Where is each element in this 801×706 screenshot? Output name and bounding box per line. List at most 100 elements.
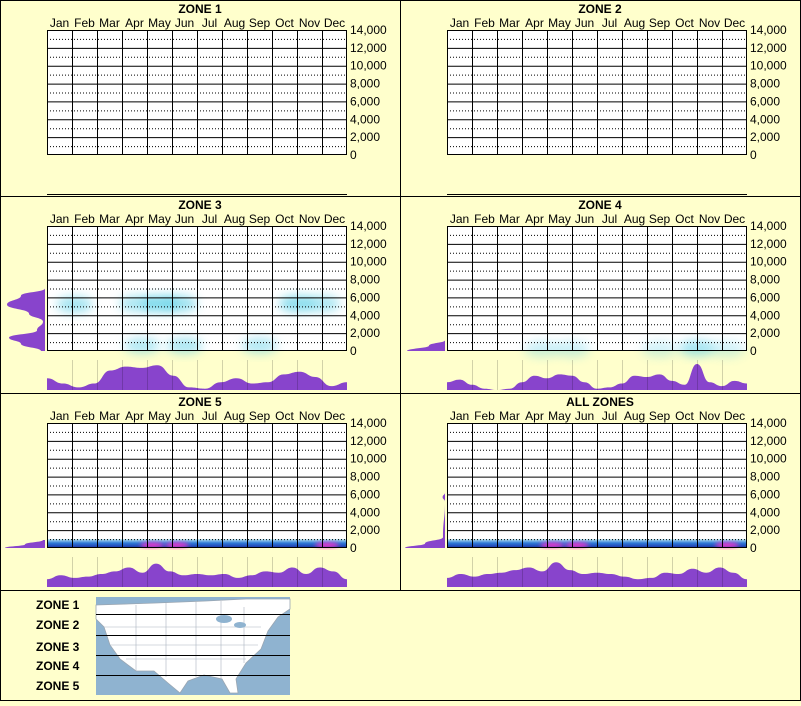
- heat-hotspot: [140, 542, 164, 548]
- y-tick-label: 14,000: [750, 23, 787, 37]
- y-tick-label: 0: [750, 148, 757, 162]
- month-tick-label: Mar: [499, 409, 520, 423]
- heat-blob: [124, 337, 160, 354]
- month-tick-label: Dec: [324, 409, 345, 423]
- legend-zone-5: ZONE 5: [36, 679, 80, 693]
- month-tick-label: Jan: [50, 212, 69, 226]
- month-tick-label: Oct: [275, 409, 294, 423]
- elevation-profile: [405, 492, 445, 548]
- panel-title: ALL ZONES: [566, 395, 634, 409]
- month-tick-label: Jul: [202, 212, 217, 226]
- y-tick-label: 6,000: [750, 94, 780, 108]
- y-tick-label: 14,000: [750, 219, 787, 233]
- month-tick-label: May: [548, 212, 571, 226]
- y-tick-label: 12,000: [350, 41, 387, 55]
- y-tick-label: 2,000: [750, 326, 780, 340]
- month-tick-label: Aug: [624, 409, 645, 423]
- y-tick-label: 12,000: [350, 237, 387, 251]
- y-tick-label: 6,000: [750, 290, 780, 304]
- y-tick-label: 2,000: [350, 523, 380, 537]
- month-tick-label: Apr: [125, 212, 144, 226]
- y-tick-label: 10,000: [350, 452, 387, 466]
- month-tick-label: Jun: [175, 409, 194, 423]
- y-tick-label: 10,000: [750, 59, 787, 73]
- month-tick-label: Sep: [649, 409, 671, 423]
- y-tick-label: 14,000: [350, 219, 387, 233]
- plot-border: [447, 30, 747, 155]
- month-tick-label: Jul: [202, 16, 217, 30]
- elevation-profile: [5, 539, 45, 548]
- month-tick-label: Feb: [474, 409, 495, 423]
- panel-4: ZONE 4 Jan Feb Mar Apr May Jun Jul Aug Sep Oct Nov D…: [407, 198, 787, 390]
- month-tick-label: Dec: [724, 212, 745, 226]
- month-tick-label: Jan: [450, 212, 469, 226]
- heat-hotspot: [165, 542, 189, 548]
- month-tick-label: Dec: [324, 212, 345, 226]
- y-tick-label: 8,000: [350, 470, 380, 484]
- month-tick-label: Feb: [474, 212, 495, 226]
- month-profile: [47, 563, 347, 587]
- y-tick-label: 6,000: [350, 290, 380, 304]
- y-tick-label: 10,000: [350, 255, 387, 269]
- month-profile: [47, 365, 347, 390]
- month-tick-label: May: [548, 409, 571, 423]
- month-tick-label: Mar: [99, 16, 120, 30]
- y-tick-label: 2,000: [350, 130, 380, 144]
- month-tick-label: Nov: [699, 409, 720, 423]
- month-tick-label: Oct: [275, 16, 294, 30]
- month-tick-label: Dec: [324, 16, 345, 30]
- month-tick-label: Feb: [74, 16, 95, 30]
- heat-blob: [166, 337, 203, 354]
- month-tick-label: Aug: [224, 409, 245, 423]
- y-tick-label: 0: [750, 344, 757, 358]
- month-tick-label: Oct: [675, 16, 694, 30]
- month-tick-label: Jun: [175, 212, 194, 226]
- month-tick-label: Aug: [224, 212, 245, 226]
- month-tick-label: May: [148, 409, 171, 423]
- plot-border: [47, 423, 347, 548]
- y-tick-label: 14,000: [350, 23, 387, 37]
- elevation-profile: [7, 288, 45, 351]
- y-tick-label: 4,000: [750, 308, 780, 322]
- y-tick-label: 0: [350, 344, 357, 358]
- y-tick-label: 2,000: [750, 523, 780, 537]
- month-tick-label: Jul: [602, 16, 617, 30]
- elevation-profile: [407, 340, 445, 351]
- month-tick-label: Sep: [649, 212, 671, 226]
- y-tick-label: 4,000: [350, 112, 380, 126]
- month-tick-label: Nov: [299, 16, 320, 30]
- month-tick-label: Dec: [724, 16, 745, 30]
- heat-blob: [161, 295, 198, 312]
- zone-map: [95, 597, 291, 695]
- month-tick-label: Feb: [74, 409, 95, 423]
- month-tick-label: May: [148, 212, 171, 226]
- month-tick-label: Jan: [50, 16, 69, 30]
- month-tick-label: Mar: [99, 409, 120, 423]
- month-tick-label: Sep: [249, 16, 271, 30]
- month-tick-label: Oct: [675, 409, 694, 423]
- y-tick-label: 2,000: [750, 130, 780, 144]
- heat-blob: [709, 341, 745, 358]
- month-tick-label: Oct: [275, 212, 294, 226]
- panel-title: ZONE 5: [178, 395, 222, 409]
- heat-hotspot: [540, 542, 564, 548]
- y-tick-label: 4,000: [350, 308, 380, 322]
- y-tick-label: 4,000: [750, 505, 780, 519]
- heat-hotspot: [315, 542, 339, 548]
- plot-border: [47, 226, 347, 351]
- month-tick-label: Nov: [299, 212, 320, 226]
- y-tick-label: 6,000: [750, 487, 780, 501]
- y-tick-label: 8,000: [350, 273, 380, 287]
- panel-title: ZONE 3: [178, 198, 222, 212]
- y-tick-label: 4,000: [750, 112, 780, 126]
- y-tick-label: 0: [350, 541, 357, 555]
- y-tick-label: 0: [750, 541, 757, 555]
- month-tick-label: Mar: [499, 16, 520, 30]
- month-tick-label: Sep: [649, 16, 671, 30]
- heat-blob: [641, 341, 678, 358]
- panel-3: ZONE 3 Jan Feb Mar Apr May Jun Jul Aug Sep Oct Nov D…: [7, 198, 387, 390]
- y-tick-label: 4,000: [350, 505, 380, 519]
- month-tick-label: Aug: [224, 16, 245, 30]
- month-tick-label: Apr: [525, 212, 544, 226]
- month-tick-label: Sep: [249, 409, 271, 423]
